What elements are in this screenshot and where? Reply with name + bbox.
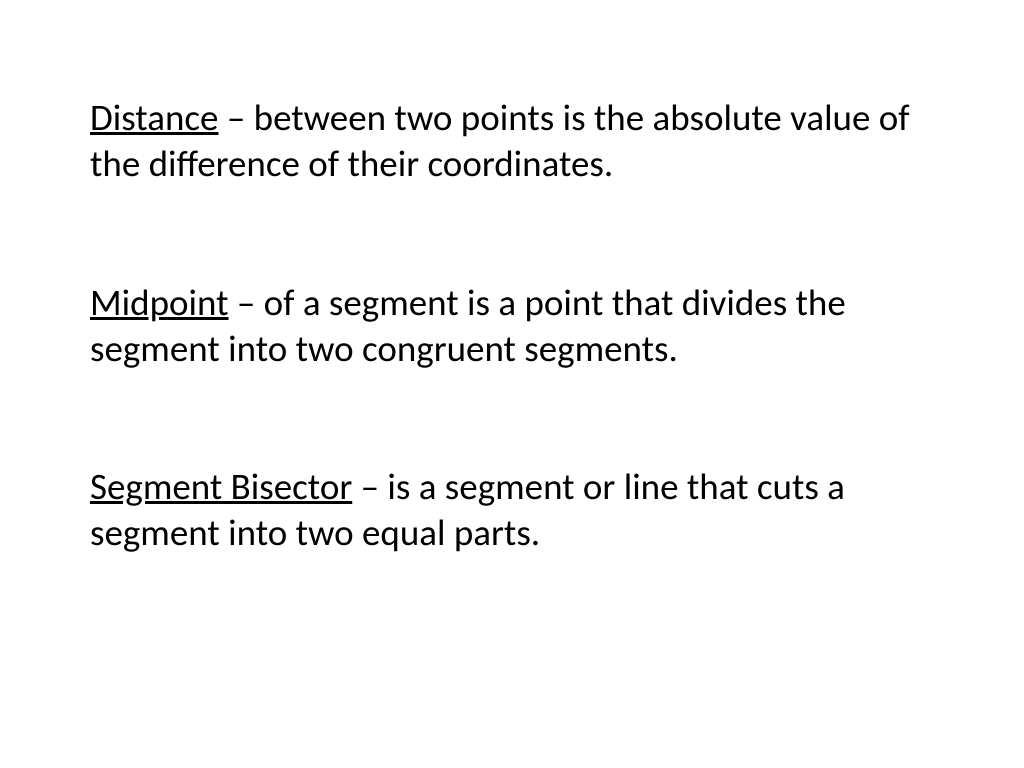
definition-distance: Distance – between two points is the abs… — [90, 95, 934, 188]
term-midpoint: Midpoint — [90, 280, 229, 325]
definition-midpoint: Midpoint – of a segment is a point that … — [90, 280, 934, 373]
term-segment-bisector: Segment Bisector — [90, 464, 352, 509]
definition-segment-bisector: Segment Bisector – is a segment or line … — [90, 464, 934, 557]
term-distance: Distance — [90, 95, 218, 140]
